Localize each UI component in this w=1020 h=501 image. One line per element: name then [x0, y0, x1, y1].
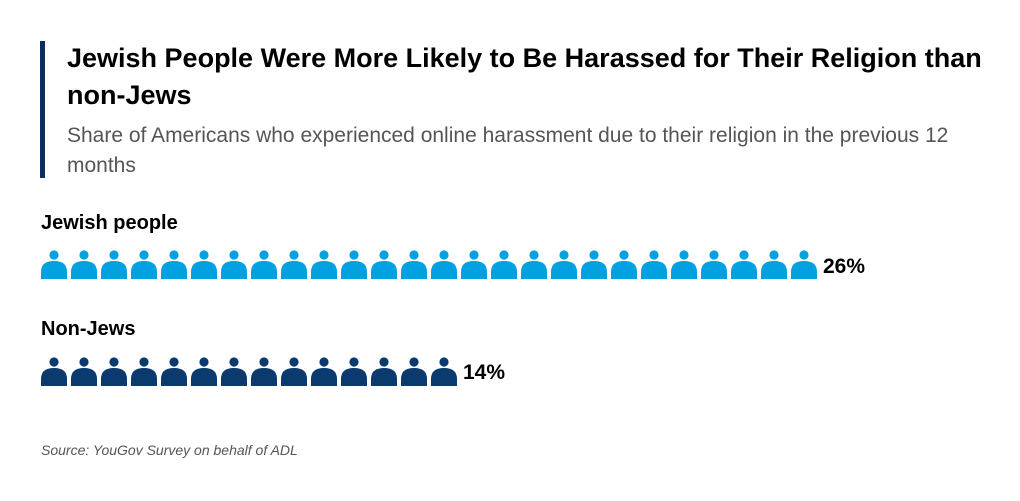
category-label-non-jews: Non-Jews	[41, 318, 136, 340]
person-icon	[341, 250, 367, 279]
source-note: Source: YouGov Survey on behalf of ADL	[41, 442, 298, 458]
person-icon	[161, 250, 187, 279]
person-icon	[281, 250, 307, 279]
person-icon	[701, 250, 727, 279]
person-icon	[161, 357, 187, 386]
person-icon	[131, 250, 157, 279]
person-icon	[311, 357, 337, 386]
person-icon	[341, 357, 367, 386]
category-label-jewish: Jewish people	[41, 212, 178, 234]
person-icon	[791, 250, 817, 279]
person-icon	[521, 250, 547, 279]
person-icon	[41, 357, 67, 386]
person-icon	[731, 250, 757, 279]
person-icon	[401, 250, 427, 279]
person-icon	[641, 250, 667, 279]
person-icon	[251, 250, 277, 279]
person-icon	[221, 357, 247, 386]
person-icon	[101, 250, 127, 279]
person-icon	[371, 357, 397, 386]
person-icon	[371, 250, 397, 279]
person-icon	[71, 357, 97, 386]
person-icon	[191, 250, 217, 279]
person-icon	[611, 250, 637, 279]
person-icon	[461, 250, 487, 279]
chart-subtitle: Share of Americans who experienced onlin…	[67, 124, 949, 177]
value-label-non-jews: 14%	[463, 361, 506, 384]
person-icon	[581, 250, 607, 279]
value-label-jewish: 26%	[823, 255, 866, 278]
person-icon	[71, 250, 97, 279]
chart-title: Jewish People Were More Likely to Be Har…	[67, 43, 982, 110]
person-icon	[41, 250, 67, 279]
person-icon	[311, 250, 337, 279]
person-icon	[191, 357, 217, 386]
person-icon	[431, 250, 457, 279]
person-icon	[281, 357, 307, 386]
person-icon	[761, 250, 787, 279]
person-icon	[221, 250, 247, 279]
title-accent-bar	[40, 41, 45, 178]
person-icon	[251, 357, 277, 386]
person-icon	[131, 357, 157, 386]
person-icon	[101, 357, 127, 386]
person-icon	[491, 250, 517, 279]
person-icon	[401, 357, 427, 386]
person-icon	[671, 250, 697, 279]
person-icon	[551, 250, 577, 279]
person-icon	[431, 357, 457, 386]
